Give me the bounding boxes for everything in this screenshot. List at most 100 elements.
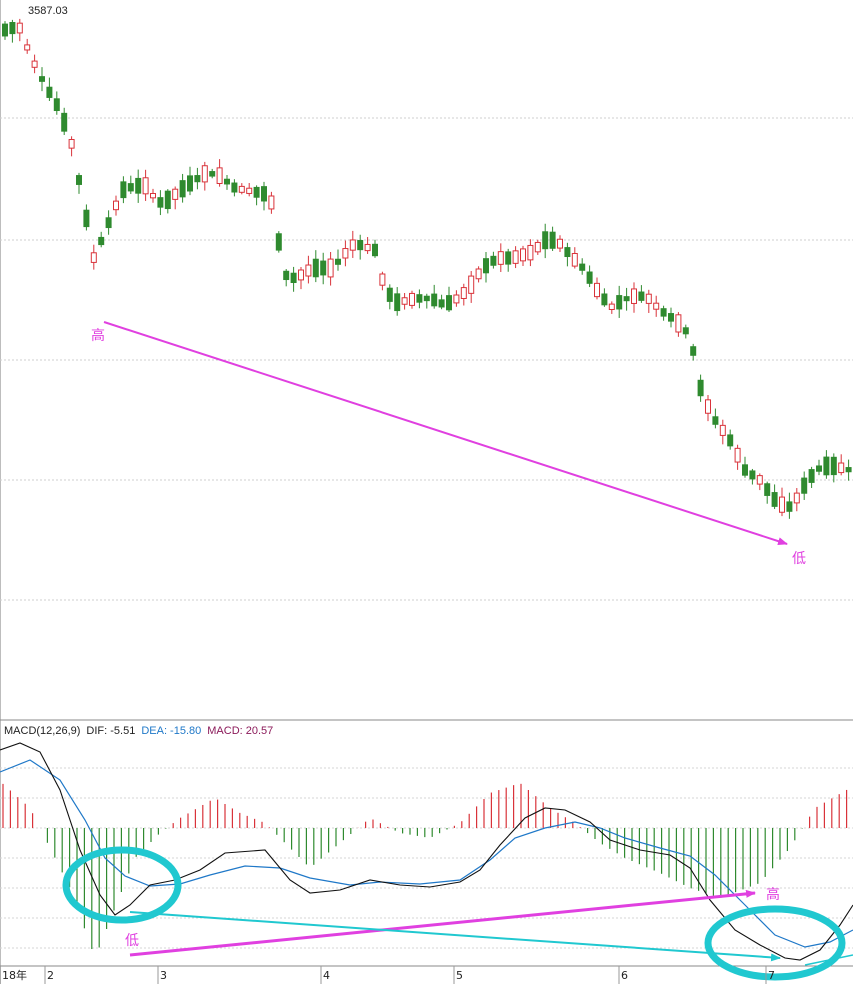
candle-body xyxy=(394,293,401,312)
candle-body xyxy=(601,293,608,306)
candle-body xyxy=(742,464,748,476)
candle-body xyxy=(756,475,763,485)
price-low-annotation: 低 xyxy=(792,551,806,567)
candle-body xyxy=(453,294,460,304)
candle-body xyxy=(490,255,497,266)
candle-body xyxy=(468,275,475,294)
candle-body xyxy=(61,112,68,132)
candle-body xyxy=(838,462,845,474)
candle-body xyxy=(460,287,467,299)
candle-body xyxy=(534,241,541,253)
candle-body xyxy=(409,292,415,306)
candle-body xyxy=(653,302,660,310)
macd-low-annotation: 低 xyxy=(125,933,139,949)
candle-body xyxy=(349,239,356,251)
candle-body xyxy=(830,456,837,476)
candle-body xyxy=(90,252,97,263)
candle-body xyxy=(845,467,852,473)
candle-body xyxy=(764,483,771,496)
candle-body xyxy=(446,295,452,311)
candle-body xyxy=(623,296,630,302)
candle-body xyxy=(127,183,134,192)
macd-low-arrow xyxy=(129,911,781,962)
candle-body xyxy=(586,271,593,284)
candle-body xyxy=(771,492,778,507)
candle-body xyxy=(823,456,830,476)
dea-label: DEA: -15.80 xyxy=(141,725,202,737)
candle-body xyxy=(46,86,53,98)
candle-body xyxy=(268,195,275,210)
candle-body xyxy=(261,186,267,202)
candle-body xyxy=(386,287,393,302)
candle-body xyxy=(431,293,438,307)
candle-body xyxy=(364,243,371,252)
candle-body xyxy=(16,22,23,34)
candle-body xyxy=(298,269,304,281)
candle-body xyxy=(423,295,430,302)
axis-tick-label: 4 xyxy=(323,969,330,982)
candle-body xyxy=(9,22,16,35)
candle-body xyxy=(475,268,482,280)
candle-body xyxy=(283,270,290,281)
candle-body xyxy=(194,175,201,183)
candle-body xyxy=(645,293,652,304)
candle-body xyxy=(253,186,260,198)
candle-body xyxy=(83,209,90,228)
candle-body xyxy=(705,399,711,414)
candle-body xyxy=(246,187,253,194)
price-divergence-arrow xyxy=(103,321,788,546)
candle-body xyxy=(216,167,223,184)
candle-body xyxy=(668,313,674,322)
candle-body xyxy=(305,264,312,277)
macd-lines xyxy=(0,742,853,961)
candle-body xyxy=(39,76,45,82)
candle-body xyxy=(98,236,105,246)
candle-body xyxy=(76,175,82,185)
macd-circle-right xyxy=(704,905,846,981)
candle-body xyxy=(320,260,327,276)
candle-body xyxy=(779,496,785,513)
candle-body xyxy=(68,139,75,149)
candle-body xyxy=(579,263,586,271)
candle-body xyxy=(638,291,645,301)
macd-value-label: MACD: 20.57 xyxy=(207,725,274,737)
dif-label: DIF: -5.51 xyxy=(86,725,136,737)
divergence-arrows xyxy=(62,321,853,981)
candle-body xyxy=(682,327,689,335)
candle-body xyxy=(660,308,667,317)
dif-line xyxy=(0,742,853,961)
candle-body xyxy=(505,251,512,265)
candle-body xyxy=(312,258,319,278)
candle-body xyxy=(53,98,60,112)
candle-body xyxy=(172,188,179,200)
candle-body xyxy=(793,492,800,504)
candle-body xyxy=(690,346,697,356)
candle-body xyxy=(157,197,164,208)
macd-legend: MACD(12,26,9) DIF: -5.51 DEA: -15.80 MACD: … xyxy=(4,724,279,738)
axis-tick-label: 6 xyxy=(621,969,628,982)
candle-body xyxy=(416,294,423,303)
macd-indicator-label: MACD(12,26,9) xyxy=(4,725,81,737)
macd-high-arrow xyxy=(129,889,756,957)
macd-circle-left xyxy=(62,846,182,924)
axis-tick-label: 5 xyxy=(456,969,463,982)
macd-histogram xyxy=(2,783,848,950)
candle-body xyxy=(201,165,208,183)
candle-body xyxy=(164,190,171,210)
candle-body xyxy=(801,477,808,494)
dea-line xyxy=(0,759,853,948)
candle-body xyxy=(342,248,349,259)
candle-body xyxy=(372,243,378,257)
candle-body xyxy=(816,465,822,472)
axis-tick-label: 3 xyxy=(160,969,167,982)
time-axis: 18年 2 3 4 5 6 7 xyxy=(0,966,775,984)
candle-body xyxy=(712,416,719,425)
candle-body xyxy=(608,303,615,310)
candle-body xyxy=(542,231,549,250)
candle-body xyxy=(357,239,364,251)
candle-body xyxy=(179,180,186,198)
candle-body xyxy=(483,258,489,274)
candle-body xyxy=(113,200,119,211)
axis-tick-label: 2 xyxy=(47,969,54,982)
